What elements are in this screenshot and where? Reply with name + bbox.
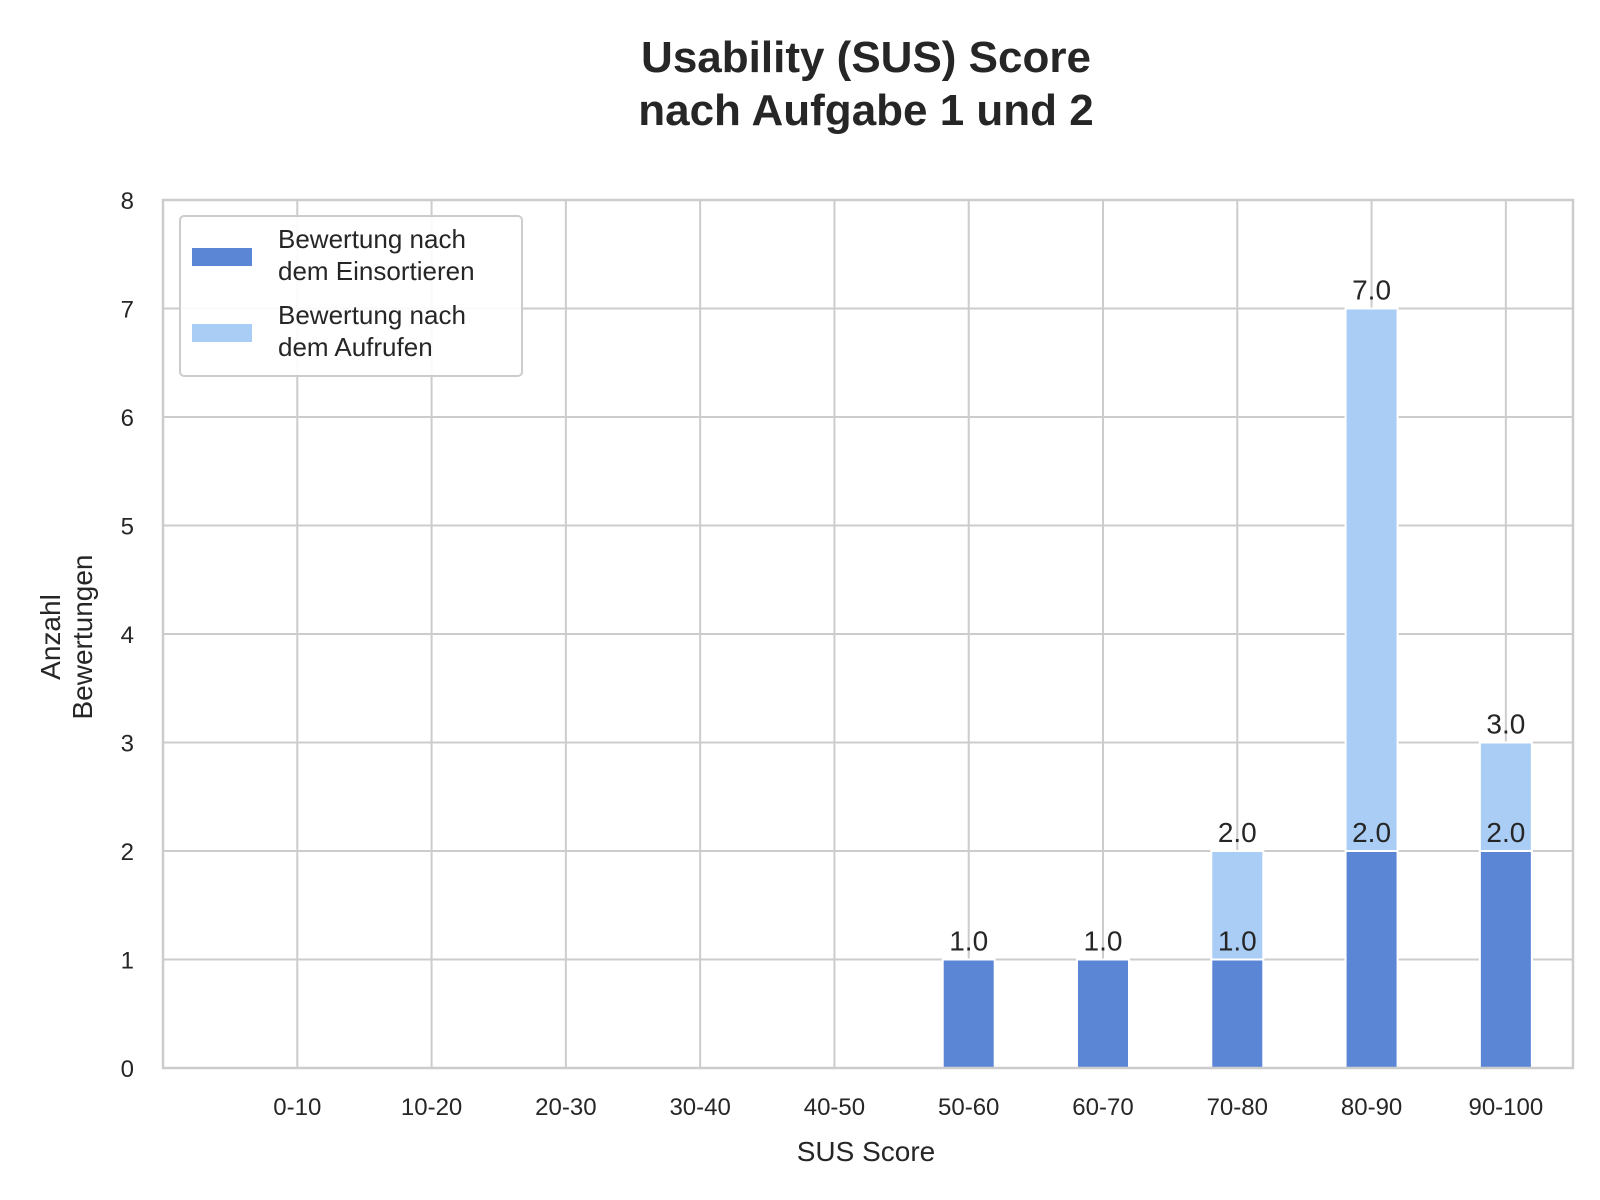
bar-label-series-2-80-90: 7.0 xyxy=(1352,275,1391,306)
y-axis-label: Anzahl Bewertungen xyxy=(35,554,98,719)
chart-title: Usability (SUS) Score nach Aufgabe 1 und… xyxy=(638,33,1094,135)
bar-labels: 1.0 1.0 1.0 2.0 2.0 2.0 7.0 3.0 xyxy=(949,275,1525,957)
y-tick-label: 7 xyxy=(121,297,134,324)
bar-label-series-2-90-100: 3.0 xyxy=(1486,709,1525,740)
y-tick-label: 5 xyxy=(121,514,134,541)
x-tick-label: 10-20 xyxy=(401,1094,462,1121)
x-tick-label: 40-50 xyxy=(804,1094,865,1121)
x-tick-labels: 0-10 10-20 20-30 30-40 40-50 50-60 60-70 70-80 8… xyxy=(273,1094,1543,1121)
bar-label-series-2-70-80: 2.0 xyxy=(1218,817,1257,848)
y-tick-labels: 0 1 2 3 4 5 6 7 8 xyxy=(121,188,134,1083)
legend-label-1: Bewertung nach xyxy=(278,224,466,254)
chart-title-line-1: Usability (SUS) Score xyxy=(641,33,1091,82)
x-tick-label: 50-60 xyxy=(938,1094,999,1121)
y-tick-label: 0 xyxy=(121,1056,134,1083)
legend-swatch-2 xyxy=(192,324,252,342)
x-tick-label: 60-70 xyxy=(1072,1094,1133,1121)
bar-series-1-80-90 xyxy=(1344,850,1399,1069)
bar-label-series-1-50-60: 1.0 xyxy=(949,926,988,957)
bar-label-series-1-60-70: 1.0 xyxy=(1084,926,1123,957)
legend-label-2: dem Aufrufen xyxy=(278,332,433,362)
x-tick-label: 70-80 xyxy=(1207,1094,1268,1121)
chart-title-line-2: nach Aufgabe 1 und 2 xyxy=(638,86,1094,135)
legend-label-2: Bewertung nach xyxy=(278,300,466,330)
y-tick-label: 1 xyxy=(121,948,134,975)
plot-border xyxy=(161,198,1575,1070)
y-tick-label: 2 xyxy=(121,839,134,866)
bars xyxy=(941,307,1533,1069)
y-tick-label: 8 xyxy=(121,188,134,215)
bar-series-1-50-60 xyxy=(941,958,996,1069)
y-tick-label: 4 xyxy=(121,622,134,649)
x-tick-label: 80-90 xyxy=(1341,1094,1402,1121)
x-tick-label: 30-40 xyxy=(669,1094,730,1121)
y-axis-label-line-1: Anzahl xyxy=(35,594,66,680)
legend-label-1: dem Einsortieren xyxy=(278,256,475,286)
y-tick-label: 6 xyxy=(121,405,134,432)
x-tick-label: 90-100 xyxy=(1468,1094,1543,1121)
y-tick-label: 3 xyxy=(121,731,134,758)
bar-series-1-60-70 xyxy=(1076,958,1130,1069)
x-tick-label: 20-30 xyxy=(535,1094,596,1121)
y-axis-label-line-2: Bewertungen xyxy=(67,554,98,719)
plot-frame xyxy=(161,198,1575,1070)
legend-swatch-1 xyxy=(192,248,252,266)
bar-series-1-90-100 xyxy=(1478,850,1533,1069)
bar-label-series-1-80-90: 2.0 xyxy=(1352,817,1391,848)
bar-label-series-1-90-100: 2.0 xyxy=(1486,817,1525,848)
x-axis-label: SUS Score xyxy=(797,1136,936,1167)
legend-box xyxy=(179,215,523,377)
x-tick-label: 0-10 xyxy=(273,1094,321,1121)
bar-label-series-1-70-80: 1.0 xyxy=(1218,926,1257,957)
bar-series-1-70-80 xyxy=(1210,958,1265,1069)
